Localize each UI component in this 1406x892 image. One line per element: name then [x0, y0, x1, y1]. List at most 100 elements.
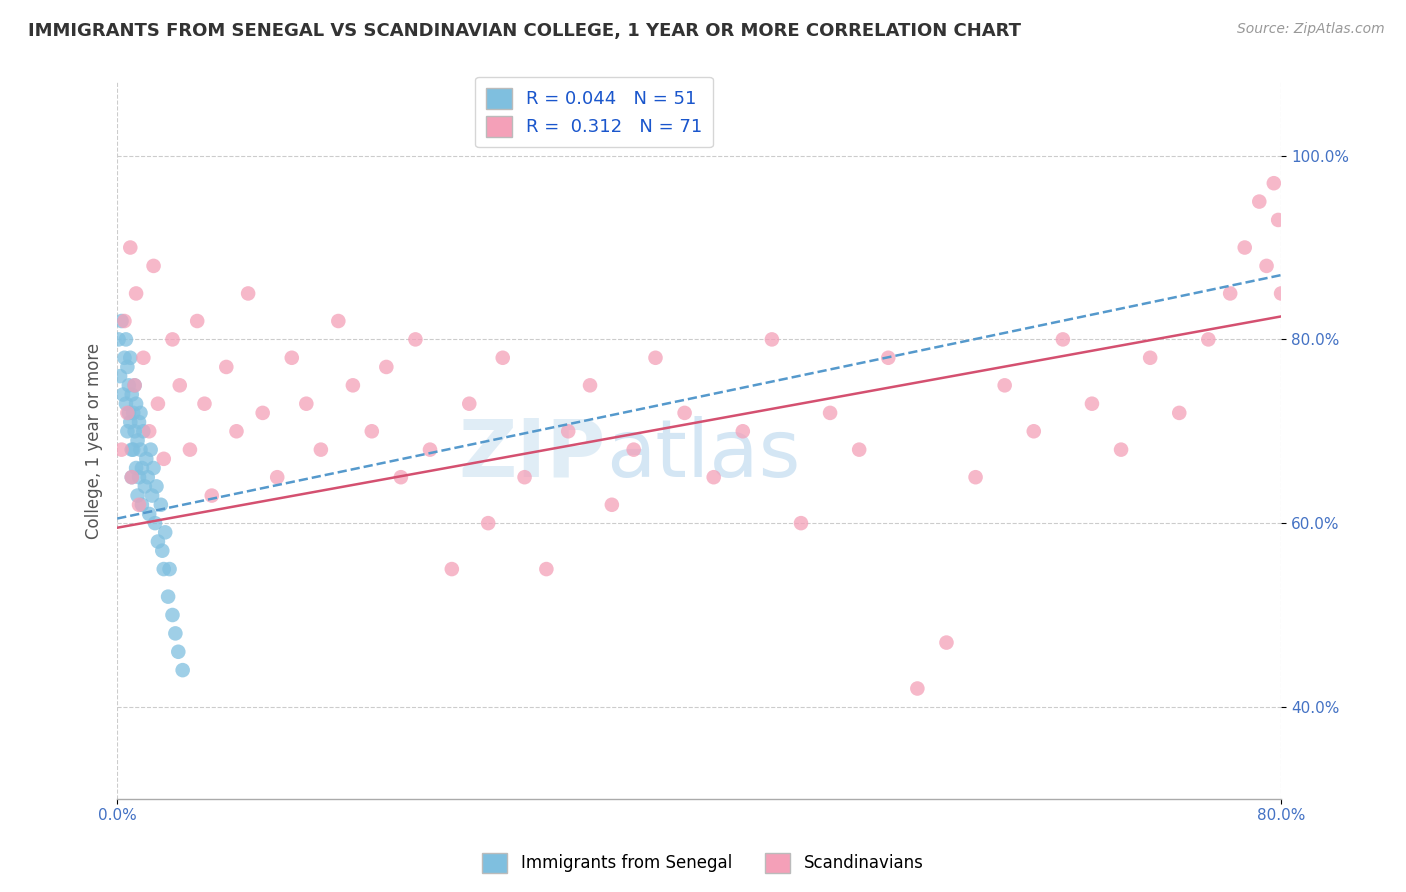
- Point: [557, 424, 579, 438]
- Point: [150, 543, 173, 558]
- Point: [127, 434, 149, 448]
- Text: atlas: atlas: [606, 416, 800, 494]
- Point: [128, 498, 150, 512]
- Point: [120, 240, 142, 254]
- Point: [114, 351, 136, 365]
- Point: [169, 378, 191, 392]
- Point: [118, 378, 141, 392]
- Legend: R = 0.044   N = 51, R =  0.312   N = 71: R = 0.044 N = 51, R = 0.312 N = 71: [475, 77, 713, 147]
- Point: [110, 314, 132, 328]
- Point: [252, 406, 274, 420]
- Point: [1197, 332, 1219, 346]
- Point: [1256, 259, 1278, 273]
- Point: [134, 479, 156, 493]
- Point: [124, 424, 146, 438]
- Point: [135, 451, 157, 466]
- Point: [644, 351, 666, 365]
- Point: [152, 562, 174, 576]
- Point: [125, 286, 148, 301]
- Point: [1270, 286, 1292, 301]
- Point: [440, 562, 463, 576]
- Legend: Immigrants from Senegal, Scandinavians: Immigrants from Senegal, Scandinavians: [475, 847, 931, 880]
- Point: [215, 359, 238, 374]
- Point: [138, 507, 160, 521]
- Point: [225, 424, 247, 438]
- Point: [121, 442, 143, 457]
- Point: [1081, 397, 1104, 411]
- Point: [124, 378, 146, 392]
- Point: [129, 406, 152, 420]
- Point: [111, 387, 134, 401]
- Point: [179, 442, 201, 457]
- Point: [731, 424, 754, 438]
- Point: [108, 369, 131, 384]
- Point: [159, 562, 181, 576]
- Point: [118, 406, 141, 420]
- Point: [673, 406, 696, 420]
- Point: [132, 424, 155, 438]
- Point: [186, 314, 208, 328]
- Point: [623, 442, 645, 457]
- Point: [127, 489, 149, 503]
- Text: IMMIGRANTS FROM SENEGAL VS SCANDINAVIAN COLLEGE, 1 YEAR OR MORE CORRELATION CHAR: IMMIGRANTS FROM SENEGAL VS SCANDINAVIAN …: [28, 22, 1021, 40]
- Point: [125, 461, 148, 475]
- Text: Source: ZipAtlas.com: Source: ZipAtlas.com: [1237, 22, 1385, 37]
- Point: [492, 351, 515, 365]
- Point: [1022, 424, 1045, 438]
- Point: [132, 351, 155, 365]
- Point: [129, 442, 152, 457]
- Point: [404, 332, 426, 346]
- Point: [328, 314, 350, 328]
- Text: ZIP: ZIP: [458, 416, 606, 494]
- Point: [375, 359, 398, 374]
- Point: [965, 470, 987, 484]
- Point: [905, 681, 928, 696]
- Point: [342, 378, 364, 392]
- Point: [935, 635, 957, 649]
- Point: [536, 562, 558, 576]
- Point: [790, 516, 813, 530]
- Point: [115, 397, 138, 411]
- Point: [1168, 406, 1191, 420]
- Point: [193, 397, 215, 411]
- Point: [1052, 332, 1074, 346]
- Point: [120, 415, 142, 429]
- Point: [131, 461, 153, 475]
- Point: [389, 470, 412, 484]
- Point: [172, 663, 194, 677]
- Point: [136, 470, 159, 484]
- Point: [125, 397, 148, 411]
- Point: [131, 498, 153, 512]
- Point: [128, 415, 150, 429]
- Point: [139, 442, 162, 457]
- Point: [146, 534, 169, 549]
- Point: [360, 424, 382, 438]
- Point: [121, 387, 143, 401]
- Point: [1139, 351, 1161, 365]
- Y-axis label: College, 1 year or more: College, 1 year or more: [86, 343, 103, 539]
- Point: [115, 332, 138, 346]
- Point: [157, 590, 180, 604]
- Point: [117, 359, 139, 374]
- Point: [122, 406, 145, 420]
- Point: [107, 332, 129, 346]
- Point: [236, 286, 259, 301]
- Point: [162, 332, 184, 346]
- Point: [146, 397, 169, 411]
- Point: [152, 451, 174, 466]
- Point: [110, 442, 132, 457]
- Point: [149, 498, 172, 512]
- Point: [1263, 176, 1285, 190]
- Point: [1219, 286, 1241, 301]
- Point: [165, 626, 187, 640]
- Point: [761, 332, 783, 346]
- Point: [309, 442, 332, 457]
- Point: [994, 378, 1017, 392]
- Point: [124, 378, 146, 392]
- Point: [848, 442, 870, 457]
- Point: [703, 470, 725, 484]
- Point: [513, 470, 536, 484]
- Point: [142, 259, 165, 273]
- Point: [141, 489, 163, 503]
- Point: [145, 479, 167, 493]
